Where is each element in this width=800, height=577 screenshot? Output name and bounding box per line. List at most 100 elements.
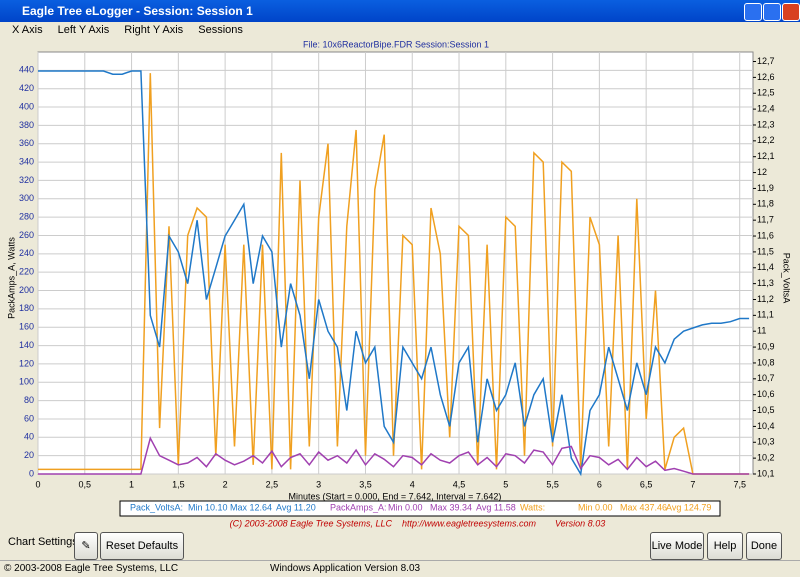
x-tick-label: 0 bbox=[35, 479, 40, 489]
y2-axis-label: Pack_VoltsA bbox=[782, 253, 792, 304]
y-tick-label: 340 bbox=[19, 156, 34, 166]
x-axis-label: Minutes (Start = 0.000, End = 7.642, Int… bbox=[289, 491, 502, 501]
x-tick-label: 5,5 bbox=[546, 479, 559, 489]
series-line bbox=[38, 436, 750, 475]
y-tick-label: 240 bbox=[19, 248, 34, 258]
status-right: Windows Application Version 8.03 bbox=[270, 563, 421, 574]
live-button[interactable]: Live Mode bbox=[650, 532, 704, 560]
menu-item[interactable]: Sessions bbox=[198, 24, 243, 36]
legend-max: Max 12.64 bbox=[230, 502, 272, 512]
y-tick-label: 180 bbox=[19, 303, 34, 313]
settings-icon[interactable]: ✎ bbox=[74, 532, 98, 560]
y2-tick-label: 10,5 bbox=[757, 405, 775, 415]
y2-tick-label: 11,7 bbox=[757, 215, 774, 225]
y-tick-label: 280 bbox=[19, 212, 34, 222]
legend-box bbox=[119, 500, 721, 517]
x-tick-label: 6,5 bbox=[640, 479, 653, 489]
y-tick-label: 20 bbox=[24, 450, 34, 460]
y2-tick-label: 11,1 bbox=[757, 310, 774, 320]
legend-label: Pack_VoltsA: bbox=[130, 502, 183, 512]
legend-min: Min 10.10 bbox=[188, 502, 228, 512]
y-tick-label: 220 bbox=[19, 267, 34, 277]
y-tick-label: 140 bbox=[19, 340, 34, 350]
minimize[interactable] bbox=[744, 3, 762, 21]
x-tick-label: 3,5 bbox=[359, 479, 372, 489]
y2-tick-label: 11 bbox=[757, 326, 766, 336]
legend-label: PackAmps_A: bbox=[330, 502, 387, 512]
y2-tick-label: 10,1 bbox=[757, 468, 775, 478]
x-tick-label: 2,5 bbox=[266, 479, 279, 489]
y2-tick-label: 10,3 bbox=[757, 437, 775, 447]
x-tick-label: 7,5 bbox=[733, 479, 746, 489]
legend-avg: Avg 11.58 bbox=[476, 502, 516, 512]
footer-version: Version 8.03 bbox=[555, 518, 605, 528]
y2-tick-label: 11,4 bbox=[757, 262, 774, 272]
status-left: © 2003-2008 Eagle Tree Systems, LLC bbox=[4, 563, 179, 574]
y-tick-label: 40 bbox=[24, 432, 34, 442]
y2-tick-label: 10,6 bbox=[757, 389, 775, 399]
y2-tick-label: 12,2 bbox=[757, 135, 775, 145]
legend-min: Min 0.00 bbox=[388, 502, 423, 512]
y2-tick-label: 10,8 bbox=[757, 357, 775, 367]
x-tick-label: 1 bbox=[129, 479, 134, 489]
close[interactable] bbox=[782, 3, 800, 21]
y-tick-label: 360 bbox=[19, 138, 34, 148]
y2-tick-label: 12,1 bbox=[757, 151, 775, 161]
chart-title: File: 10x6ReactorBipe.FDR Session:Sessio… bbox=[303, 39, 489, 49]
y2-tick-label: 11,5 bbox=[757, 246, 774, 256]
legend-avg: Avg 11.20 bbox=[276, 502, 316, 512]
maximize[interactable] bbox=[763, 3, 781, 21]
settings-label: Chart Settings: bbox=[8, 536, 81, 548]
y2-tick-label: 12,5 bbox=[757, 88, 775, 98]
y2-tick-label: 12,6 bbox=[757, 72, 775, 82]
y-tick-label: 400 bbox=[19, 101, 34, 111]
window-title: Eagle Tree eLogger - Session: Session 1 bbox=[22, 4, 253, 18]
reset-button[interactable]: Reset Defaults bbox=[100, 532, 184, 560]
help-button[interactable]: Help bbox=[707, 532, 743, 560]
menu-bar: X Axis Left Y Axis Right Y Axis Sessions bbox=[0, 22, 800, 38]
legend-min: Min 0.00 bbox=[578, 502, 613, 512]
y2-tick-label: 10,2 bbox=[757, 453, 775, 463]
footer-copyright: (C) 2003-2008 Eagle Tree Systems, LLC bbox=[230, 518, 393, 528]
x-tick-label: 4,5 bbox=[453, 479, 466, 489]
y2-tick-label: 10,4 bbox=[757, 421, 775, 431]
y2-tick-label: 12 bbox=[757, 167, 767, 177]
y-tick-label: 80 bbox=[24, 395, 34, 405]
y-tick-label: 60 bbox=[24, 413, 34, 423]
y2-tick-label: 11,9 bbox=[757, 183, 774, 193]
x-tick-label: 5 bbox=[503, 479, 508, 489]
status-bar: © 2003-2008 Eagle Tree Systems, LLC Wind… bbox=[0, 560, 800, 577]
y2-tick-label: 12,3 bbox=[757, 119, 775, 129]
y-tick-label: 320 bbox=[19, 175, 34, 185]
y2-tick-label: 10,7 bbox=[757, 373, 775, 383]
title-bar: Eagle Tree eLogger - Session: Session 1 bbox=[0, 0, 800, 22]
legend-max: Max 39.34 bbox=[430, 502, 472, 512]
y-tick-label: 0 bbox=[29, 468, 34, 478]
y2-tick-label: 11,2 bbox=[757, 294, 774, 304]
y2-tick-label: 11,3 bbox=[757, 278, 774, 288]
y2-tick-label: 11,6 bbox=[757, 230, 774, 240]
y2-tick-label: 12,7 bbox=[757, 56, 775, 66]
footer-url[interactable]: http://www.eagletreesystems.com bbox=[402, 518, 537, 528]
x-tick-label: 4 bbox=[410, 479, 415, 489]
y-tick-label: 420 bbox=[19, 83, 34, 93]
y-tick-label: 200 bbox=[19, 285, 34, 295]
legend-label: Watts: bbox=[520, 502, 545, 512]
y2-tick-label: 12,4 bbox=[757, 103, 775, 113]
chart: File: 10x6ReactorBipe.FDR Session:Sessio… bbox=[0, 38, 800, 530]
y-tick-label: 160 bbox=[19, 322, 34, 332]
x-tick-label: 6 bbox=[597, 479, 602, 489]
x-tick-label: 7 bbox=[690, 479, 695, 489]
y-axis-label: PackAmps_A, Watts bbox=[6, 237, 16, 319]
done-button[interactable]: Done bbox=[746, 532, 782, 560]
menu-item[interactable]: Right Y Axis bbox=[124, 24, 184, 36]
menu-item[interactable]: X Axis bbox=[12, 24, 43, 36]
series-line bbox=[38, 70, 750, 477]
y-tick-label: 300 bbox=[19, 193, 34, 203]
x-tick-label: 0,5 bbox=[79, 479, 92, 489]
y2-tick-label: 10,9 bbox=[757, 341, 775, 351]
series-line bbox=[38, 73, 750, 475]
y-tick-label: 380 bbox=[19, 120, 34, 130]
menu-item[interactable]: Left Y Axis bbox=[57, 24, 110, 36]
